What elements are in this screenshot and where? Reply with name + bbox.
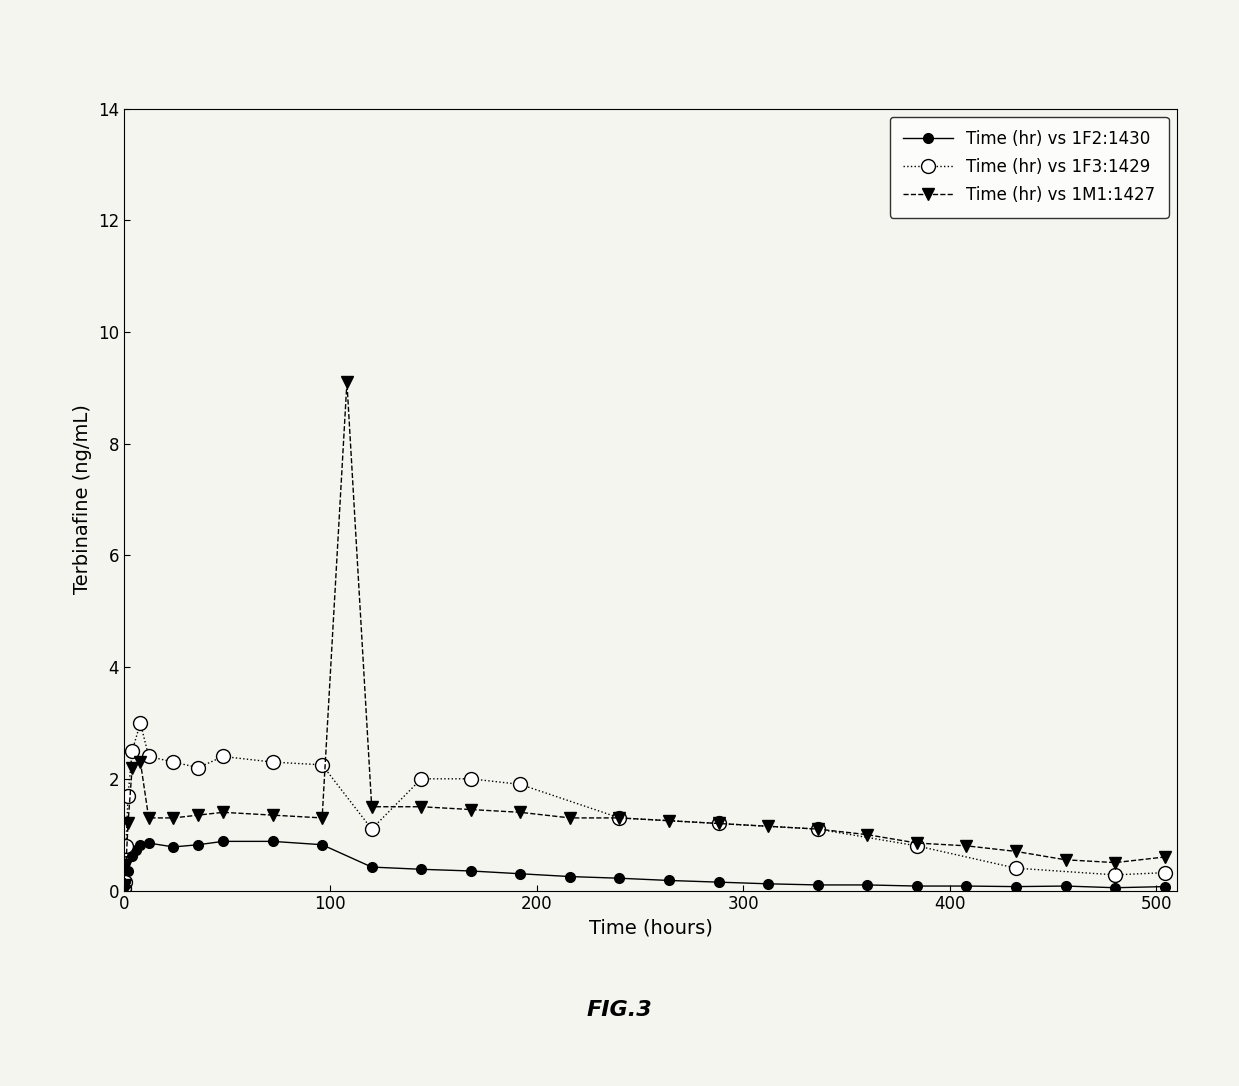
Time (hr) vs 1F3:1429: [1108, 869, 1123, 882]
Line: Time (hr) vs 1F2:1430: Time (hr) vs 1F2:1430: [119, 836, 1170, 895]
Time (hr) vs 1F2:1430: [315, 838, 330, 851]
Time (hr) vs 1F3:1429: [414, 772, 429, 785]
Time (hr) vs 1F2:1430: [1108, 881, 1123, 894]
Time (hr) vs 1M1:1427: [116, 881, 131, 894]
Time (hr) vs 1M1:1427: [563, 811, 577, 824]
Time (hr) vs 1M1:1427: [216, 806, 230, 819]
Time (hr) vs 1F2:1430: [414, 862, 429, 875]
Time (hr) vs 1F2:1430: [909, 880, 924, 893]
Time (hr) vs 1F2:1430: [1009, 880, 1023, 893]
Time (hr) vs 1M1:1427: [860, 829, 875, 842]
Time (hr) vs 1M1:1427: [133, 756, 147, 769]
Time (hr) vs 1F3:1429: [1009, 861, 1023, 874]
Time (hr) vs 1F2:1430: [216, 835, 230, 848]
Time (hr) vs 1F2:1430: [513, 868, 528, 881]
Time (hr) vs 1F2:1430: [116, 883, 131, 896]
Time (hr) vs 1M1:1427: [339, 376, 354, 389]
Time (hr) vs 1F2:1430: [120, 864, 135, 877]
Time (hr) vs 1F3:1429: [265, 756, 280, 769]
Time (hr) vs 1F3:1429: [133, 717, 147, 730]
Time (hr) vs 1M1:1427: [119, 859, 134, 872]
Time (hr) vs 1F3:1429: [166, 756, 181, 769]
Time (hr) vs 1F3:1429: [513, 778, 528, 791]
Time (hr) vs 1F3:1429: [364, 822, 379, 835]
Time (hr) vs 1F3:1429: [216, 750, 230, 763]
Time (hr) vs 1M1:1427: [118, 879, 133, 892]
Time (hr) vs 1F2:1430: [133, 838, 147, 851]
Time (hr) vs 1F3:1429: [125, 744, 140, 757]
Time (hr) vs 1F2:1430: [364, 860, 379, 873]
Y-axis label: Terbinafine (ng/mL): Terbinafine (ng/mL): [73, 405, 92, 594]
Time (hr) vs 1F2:1430: [463, 864, 478, 877]
Time (hr) vs 1F2:1430: [761, 877, 776, 891]
Time (hr) vs 1F2:1430: [166, 841, 181, 854]
Line: Time (hr) vs 1F3:1429: Time (hr) vs 1F3:1429: [116, 716, 1172, 897]
Time (hr) vs 1F2:1430: [125, 849, 140, 862]
Time (hr) vs 1F3:1429: [119, 839, 134, 853]
Legend: Time (hr) vs 1F2:1430, Time (hr) vs 1F3:1429, Time (hr) vs 1M1:1427: Time (hr) vs 1F2:1430, Time (hr) vs 1F3:…: [890, 117, 1168, 217]
Time (hr) vs 1F3:1429: [116, 884, 131, 897]
Time (hr) vs 1M1:1427: [265, 809, 280, 822]
Time (hr) vs 1M1:1427: [414, 800, 429, 813]
Time (hr) vs 1M1:1427: [125, 761, 140, 774]
Time (hr) vs 1F2:1430: [118, 881, 133, 894]
Time (hr) vs 1F3:1429: [463, 772, 478, 785]
Time (hr) vs 1M1:1427: [1058, 854, 1073, 867]
Time (hr) vs 1M1:1427: [1108, 856, 1123, 869]
Time (hr) vs 1F3:1429: [120, 790, 135, 803]
Time (hr) vs 1F2:1430: [1157, 880, 1172, 893]
Time (hr) vs 1F2:1430: [711, 875, 726, 888]
Time (hr) vs 1M1:1427: [909, 836, 924, 849]
Time (hr) vs 1F3:1429: [315, 758, 330, 771]
Time (hr) vs 1M1:1427: [810, 822, 825, 835]
Time (hr) vs 1M1:1427: [1157, 850, 1172, 863]
Time (hr) vs 1F3:1429: [116, 881, 131, 894]
Time (hr) vs 1M1:1427: [120, 817, 135, 830]
Time (hr) vs 1F2:1430: [563, 870, 577, 883]
Time (hr) vs 1M1:1427: [513, 806, 528, 819]
Time (hr) vs 1F3:1429: [909, 839, 924, 853]
Time (hr) vs 1F3:1429: [711, 817, 726, 830]
Time (hr) vs 1M1:1427: [662, 814, 676, 828]
Time (hr) vs 1M1:1427: [315, 811, 330, 824]
Time (hr) vs 1M1:1427: [191, 809, 206, 822]
Time (hr) vs 1M1:1427: [711, 817, 726, 830]
Time (hr) vs 1F2:1430: [265, 835, 280, 848]
Time (hr) vs 1M1:1427: [364, 800, 379, 813]
Time (hr) vs 1F3:1429: [810, 822, 825, 835]
Time (hr) vs 1F2:1430: [191, 838, 206, 851]
Time (hr) vs 1M1:1427: [141, 811, 156, 824]
Time (hr) vs 1M1:1427: [761, 820, 776, 833]
Time (hr) vs 1F3:1429: [118, 875, 133, 888]
Line: Time (hr) vs 1M1:1427: Time (hr) vs 1M1:1427: [118, 376, 1171, 897]
Time (hr) vs 1F2:1430: [141, 836, 156, 849]
Time (hr) vs 1M1:1427: [166, 811, 181, 824]
Time (hr) vs 1M1:1427: [959, 839, 974, 853]
Time (hr) vs 1F2:1430: [116, 884, 131, 897]
X-axis label: Time (hours): Time (hours): [589, 919, 712, 938]
Time (hr) vs 1M1:1427: [1009, 845, 1023, 858]
Time (hr) vs 1F3:1429: [191, 761, 206, 774]
Time (hr) vs 1F3:1429: [141, 750, 156, 763]
Time (hr) vs 1F2:1430: [662, 874, 676, 887]
Text: FIG.3: FIG.3: [586, 1000, 653, 1020]
Time (hr) vs 1F2:1430: [612, 872, 627, 885]
Time (hr) vs 1F2:1430: [129, 844, 144, 857]
Time (hr) vs 1F2:1430: [119, 875, 134, 888]
Time (hr) vs 1F2:1430: [860, 879, 875, 892]
Time (hr) vs 1F3:1429: [612, 811, 627, 824]
Time (hr) vs 1M1:1427: [463, 803, 478, 816]
Time (hr) vs 1M1:1427: [116, 884, 131, 897]
Time (hr) vs 1F3:1429: [1157, 867, 1172, 880]
Time (hr) vs 1F2:1430: [1058, 880, 1073, 893]
Time (hr) vs 1M1:1427: [612, 811, 627, 824]
Time (hr) vs 1F2:1430: [810, 879, 825, 892]
Time (hr) vs 1F2:1430: [959, 880, 974, 893]
